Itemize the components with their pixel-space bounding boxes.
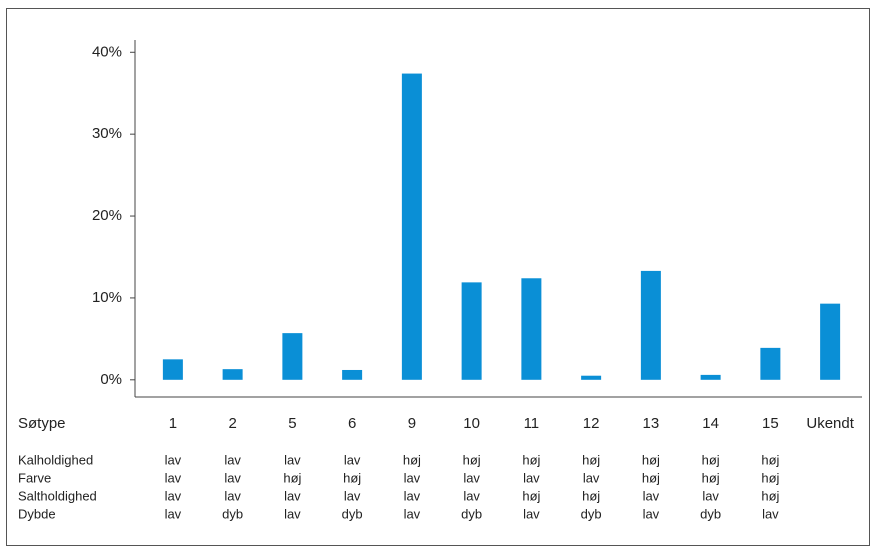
table-row-label: Kalholdighed bbox=[18, 452, 93, 467]
table-cell: høj bbox=[702, 470, 720, 485]
table-cell: høj bbox=[343, 470, 361, 485]
bar bbox=[162, 359, 183, 380]
table-cell: lav bbox=[284, 506, 301, 521]
table-cell: lav bbox=[643, 506, 660, 521]
table-cell: høj bbox=[522, 452, 540, 467]
bar bbox=[461, 282, 482, 380]
x-tick-label: 11 bbox=[524, 415, 540, 432]
table-cell: dyb bbox=[222, 506, 243, 521]
table-cell: dyb bbox=[342, 506, 363, 521]
table-cell: lav bbox=[404, 488, 421, 503]
table-cell: lav bbox=[165, 506, 182, 521]
table-cell: lav bbox=[523, 506, 540, 521]
table-cell: lav bbox=[284, 452, 301, 467]
table-cell: lav bbox=[463, 488, 480, 503]
table-cell: lav bbox=[702, 488, 719, 503]
bar bbox=[581, 375, 602, 380]
x-tick-label: 14 bbox=[702, 415, 719, 432]
table-cell: lav bbox=[344, 488, 361, 503]
table-cell: lav bbox=[643, 488, 660, 503]
x-tick-label: 12 bbox=[583, 415, 600, 432]
bar bbox=[342, 369, 363, 380]
bar bbox=[401, 73, 422, 380]
table-cell: lav bbox=[165, 470, 182, 485]
x-tick-label: 1 bbox=[169, 415, 177, 432]
bar bbox=[521, 278, 542, 380]
table-row-label: Dybde bbox=[18, 506, 56, 521]
table-cell: lav bbox=[165, 452, 182, 467]
table-cell: lav bbox=[463, 470, 480, 485]
table-cell: dyb bbox=[461, 506, 482, 521]
table-cell: høj bbox=[522, 488, 540, 503]
category-axis-label: Søtype bbox=[18, 415, 66, 432]
table-cell: dyb bbox=[700, 506, 721, 521]
table-cell: lav bbox=[523, 470, 540, 485]
table-cell: høj bbox=[582, 488, 600, 503]
table-cell: lav bbox=[224, 488, 241, 503]
x-tick-label: Ukendt bbox=[806, 415, 854, 432]
bar bbox=[282, 333, 303, 380]
bar bbox=[760, 347, 781, 380]
x-tick-label: 5 bbox=[288, 415, 296, 432]
table-cell: høj bbox=[403, 452, 421, 467]
table-cell: høj bbox=[642, 470, 660, 485]
bar bbox=[640, 270, 661, 380]
y-tick-label: 0% bbox=[100, 371, 122, 388]
table-cell: høj bbox=[702, 452, 720, 467]
table-cell: lav bbox=[224, 452, 241, 467]
table-cell: lav bbox=[404, 470, 421, 485]
table-cell: høj bbox=[761, 488, 779, 503]
table-cell: lav bbox=[165, 488, 182, 503]
table-row-label: Farve bbox=[18, 470, 51, 485]
table-cell: høj bbox=[761, 470, 779, 485]
table-cell: lav bbox=[344, 452, 361, 467]
x-tick-label: 2 bbox=[228, 415, 236, 432]
table-cell: høj bbox=[642, 452, 660, 467]
y-tick-label: 40% bbox=[92, 43, 122, 60]
table-cell: lav bbox=[224, 470, 241, 485]
table-cell: høj bbox=[761, 452, 779, 467]
table-cell: høj bbox=[463, 452, 481, 467]
x-tick-label: 15 bbox=[762, 415, 779, 432]
x-tick-label: 13 bbox=[643, 415, 660, 432]
x-tick-label: 10 bbox=[463, 415, 480, 432]
bar bbox=[222, 369, 243, 380]
table-cell: dyb bbox=[581, 506, 602, 521]
table-cell: høj bbox=[283, 470, 301, 485]
table-cell: lav bbox=[404, 506, 421, 521]
table-cell: lav bbox=[583, 470, 600, 485]
bar bbox=[700, 374, 721, 380]
y-tick-label: 10% bbox=[92, 289, 122, 306]
bar bbox=[820, 303, 841, 380]
y-tick-label: 20% bbox=[92, 207, 122, 224]
table-cell: lav bbox=[284, 488, 301, 503]
table-cell: lav bbox=[762, 506, 779, 521]
frame bbox=[6, 8, 870, 546]
x-tick-label: 6 bbox=[348, 415, 356, 432]
table-row-label: Saltholdighed bbox=[18, 488, 97, 503]
y-tick-label: 30% bbox=[92, 125, 122, 142]
table-cell: høj bbox=[582, 452, 600, 467]
x-tick-label: 9 bbox=[408, 415, 416, 432]
